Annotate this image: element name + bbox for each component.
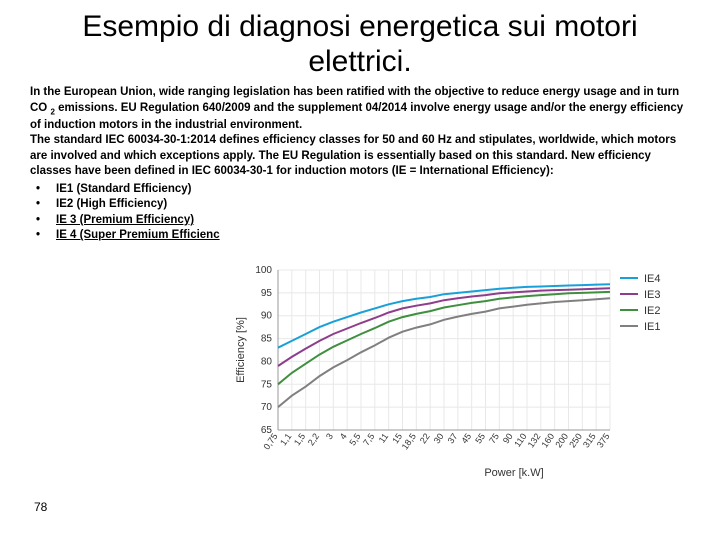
svg-text:80: 80 xyxy=(261,356,273,367)
svg-text:IE2: IE2 xyxy=(644,305,661,317)
svg-text:250: 250 xyxy=(567,431,584,449)
efficiency-chart: 657075808590951000,751,11,52,2345,57,511… xyxy=(230,262,690,492)
svg-text:45: 45 xyxy=(459,431,473,445)
bullet-label: IE2 (High Efficiency) xyxy=(56,197,167,213)
svg-text:75: 75 xyxy=(487,431,501,445)
svg-text:7,5: 7,5 xyxy=(361,431,376,447)
svg-text:95: 95 xyxy=(261,288,273,299)
svg-text:1,1: 1,1 xyxy=(278,431,293,447)
svg-text:IE4: IE4 xyxy=(644,273,661,285)
bullet-item: •IE 3 (Premium Efficiency) xyxy=(30,213,690,229)
svg-text:3: 3 xyxy=(324,431,335,441)
svg-text:11: 11 xyxy=(377,431,391,444)
bullet-item: •IE2 (High Efficiency) xyxy=(30,197,690,213)
body-paragraph: In the European Union, wide ranging legi… xyxy=(30,85,690,180)
svg-text:5,5: 5,5 xyxy=(347,431,362,447)
bullet-label: IE 3 (Premium Efficiency) xyxy=(56,213,194,229)
svg-text:315: 315 xyxy=(581,431,598,449)
svg-text:375: 375 xyxy=(595,431,612,449)
page-number: 78 xyxy=(34,500,47,514)
bullet-label: IE1 (Standard Efficiency) xyxy=(56,182,191,198)
efficiency-class-list: •IE1 (Standard Efficiency)•IE2 (High Eff… xyxy=(30,182,690,244)
svg-text:Power [k.W]: Power [k.W] xyxy=(484,467,543,479)
svg-text:55: 55 xyxy=(473,431,487,445)
svg-text:110: 110 xyxy=(512,431,528,448)
svg-text:Efficiency [%]: Efficiency [%] xyxy=(235,317,247,383)
bullet-label: IE 4 (Super Premium Efficienc xyxy=(56,228,220,244)
svg-text:100: 100 xyxy=(255,265,272,276)
svg-text:160: 160 xyxy=(539,431,556,449)
svg-text:200: 200 xyxy=(553,431,570,449)
svg-text:4: 4 xyxy=(338,431,349,441)
svg-text:70: 70 xyxy=(261,402,273,413)
svg-text:75: 75 xyxy=(261,379,273,390)
svg-text:85: 85 xyxy=(261,334,273,345)
svg-text:2,2: 2,2 xyxy=(306,431,321,447)
bullet-item: •IE 4 (Super Premium Efficienc xyxy=(30,228,690,244)
svg-text:IE3: IE3 xyxy=(644,289,661,301)
svg-text:30: 30 xyxy=(432,431,446,445)
svg-text:IE1: IE1 xyxy=(644,321,661,333)
page-title: Esempio di diagnosi energetica sui motor… xyxy=(50,10,670,79)
svg-text:22: 22 xyxy=(418,431,432,445)
svg-text:1,5: 1,5 xyxy=(292,431,307,447)
svg-text:90: 90 xyxy=(261,311,273,322)
svg-text:132: 132 xyxy=(526,431,543,449)
chart-svg: 657075808590951000,751,11,52,2345,57,511… xyxy=(230,262,690,492)
bullet-item: •IE1 (Standard Efficiency) xyxy=(30,182,690,198)
svg-text:18,5: 18,5 xyxy=(400,431,418,451)
svg-text:37: 37 xyxy=(446,431,460,445)
